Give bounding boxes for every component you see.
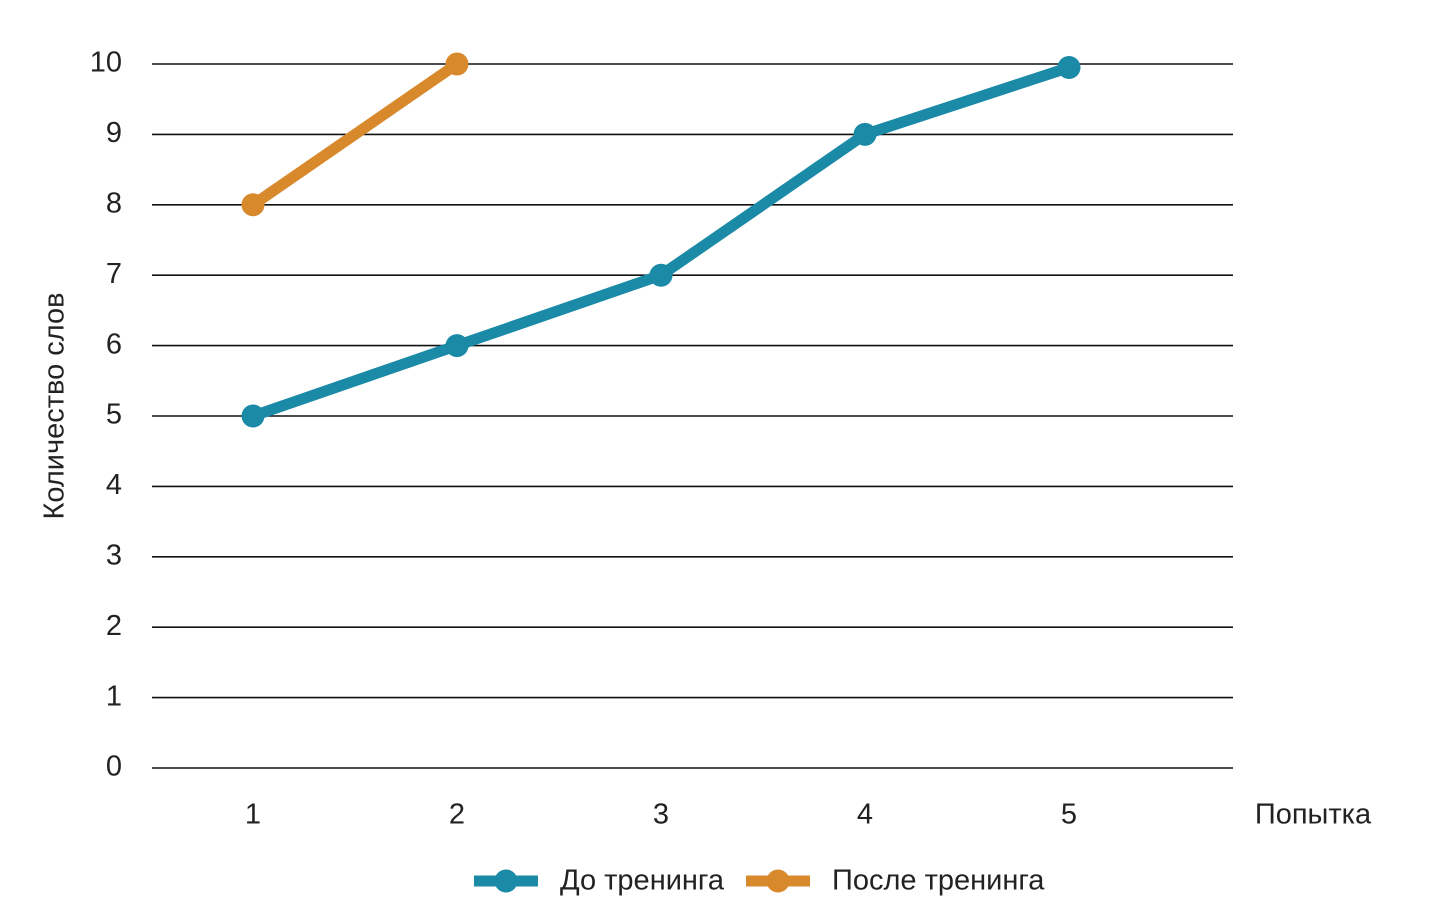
x-tick-label: 4 [857,799,873,831]
data-point [445,52,469,76]
legend-label: До тренинга [560,865,725,897]
data-point [241,193,265,217]
legend-swatch-dot [766,869,790,893]
data-point [241,404,265,428]
data-point [1057,56,1081,80]
data-point [649,263,673,287]
y-tick-label: 7 [106,258,122,290]
x-tick-label: 1 [245,799,261,831]
x-axis-label: Попытка [1255,799,1372,831]
y-tick-label: 1 [106,680,122,712]
legend-swatch-dot [494,869,518,893]
y-tick-label: 9 [106,117,122,149]
y-tick-label: 4 [106,469,122,501]
x-tick-label: 2 [449,799,465,831]
x-tick-label: 3 [653,799,669,831]
y-tick-label: 0 [106,751,122,783]
y-tick-label: 10 [90,47,122,79]
y-axis-label: Количество слов [39,292,71,519]
data-point [445,334,469,358]
legend-label: После тренинга [832,865,1045,897]
y-tick-label: 5 [106,399,122,431]
y-tick-label: 2 [106,610,122,642]
data-point [853,122,877,146]
y-tick-label: 8 [106,187,122,219]
series-line [249,59,461,210]
y-tick-label: 6 [106,328,122,360]
x-tick-label: 5 [1061,799,1077,831]
y-tick-label: 3 [106,539,122,571]
